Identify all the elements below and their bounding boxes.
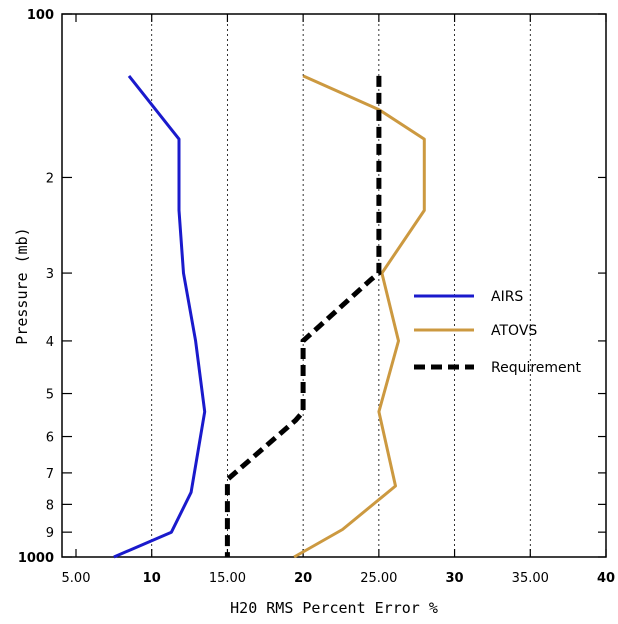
series-lines <box>113 74 426 559</box>
axis-ticks <box>62 13 607 558</box>
x-tick-label: 40 <box>597 571 615 586</box>
y-tick-label: 7 <box>46 467 54 482</box>
legend: AIRS ATOVS Requirement <box>414 289 582 376</box>
series-line-atovs <box>293 74 426 559</box>
x-tick-label: 5.00 <box>62 571 91 586</box>
y-axis-title: Pressure (mb) <box>13 227 31 344</box>
plot-frame <box>61 13 607 558</box>
y-tick-label: 2 <box>46 171 54 186</box>
x-tick-label: 10 <box>143 571 161 586</box>
y-tick-label: 4 <box>46 335 54 350</box>
labels: 5.00 10 15.00 20 25.00 30 35.00 40 100 2 3 4 5 6 7 8 9 10… <box>18 8 615 586</box>
y-tick-label: 6 <box>46 431 54 446</box>
series-line-airs <box>113 74 207 559</box>
x-axis-title: H20 RMS Percent Error % <box>230 599 438 617</box>
y-tick-label: 8 <box>46 498 54 513</box>
y-tick-label: 9 <box>46 526 54 541</box>
y-tick-label: 1000 <box>18 551 54 566</box>
legend-label-airs: AIRS <box>491 289 523 305</box>
x-tick-label: 20 <box>294 571 312 586</box>
x-tick-label: 25.00 <box>360 571 397 586</box>
x-tick-label: 30 <box>446 571 464 586</box>
x-tick-label: 15.00 <box>209 571 246 586</box>
grid <box>151 14 531 557</box>
y-tick-label: 100 <box>27 8 54 23</box>
y-tick-label: 3 <box>46 267 54 282</box>
x-tick-label: 35.00 <box>512 571 549 586</box>
legend-label-atovs: ATOVS <box>491 323 537 339</box>
legend-label-requirement: Requirement <box>491 360 582 376</box>
y-tick-label: 5 <box>46 388 54 403</box>
